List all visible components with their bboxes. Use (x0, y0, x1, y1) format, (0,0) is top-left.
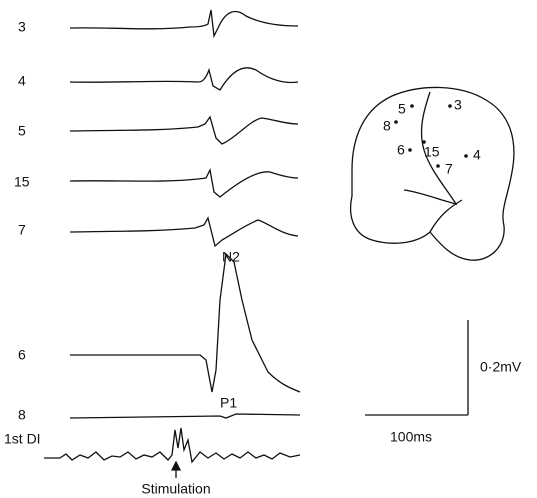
trace-label: 4 (18, 73, 26, 89)
site-label: 4 (473, 147, 481, 163)
arrow-head (170, 460, 182, 471)
trace-label: 5 (18, 123, 26, 139)
site-label: 8 (383, 118, 391, 134)
sulcus (403, 91, 458, 206)
trace-label: 1st DI (4, 431, 41, 447)
trace (69, 216, 299, 248)
site-label: 5 (398, 101, 406, 117)
brain-outline (349, 86, 515, 261)
trace (70, 252, 301, 393)
peak-label: N2 (222, 249, 240, 265)
trace (69, 67, 299, 91)
peak-label: P1 (220, 395, 237, 411)
trace (69, 9, 299, 39)
site-label: 6 (397, 142, 405, 158)
trace-label: 8 (18, 407, 26, 423)
time-scale-label: 100ms (390, 429, 432, 445)
trace-label: 6 (18, 347, 26, 363)
trace (44, 427, 301, 464)
sulcus (429, 199, 463, 233)
trace (69, 167, 299, 198)
voltage-scale-label: 0·2mV (480, 359, 522, 375)
trace (69, 413, 301, 419)
site-label: 3 (454, 97, 462, 113)
site-label: 7 (445, 161, 453, 177)
stimulation-label: Stimulation (141, 481, 210, 497)
site-dots (394, 104, 468, 168)
trace (69, 115, 299, 145)
site-label: 15 (424, 144, 440, 160)
trace-label: 3 (18, 19, 26, 35)
trace-label: 15 (14, 174, 30, 190)
trace-label: 7 (18, 222, 26, 238)
